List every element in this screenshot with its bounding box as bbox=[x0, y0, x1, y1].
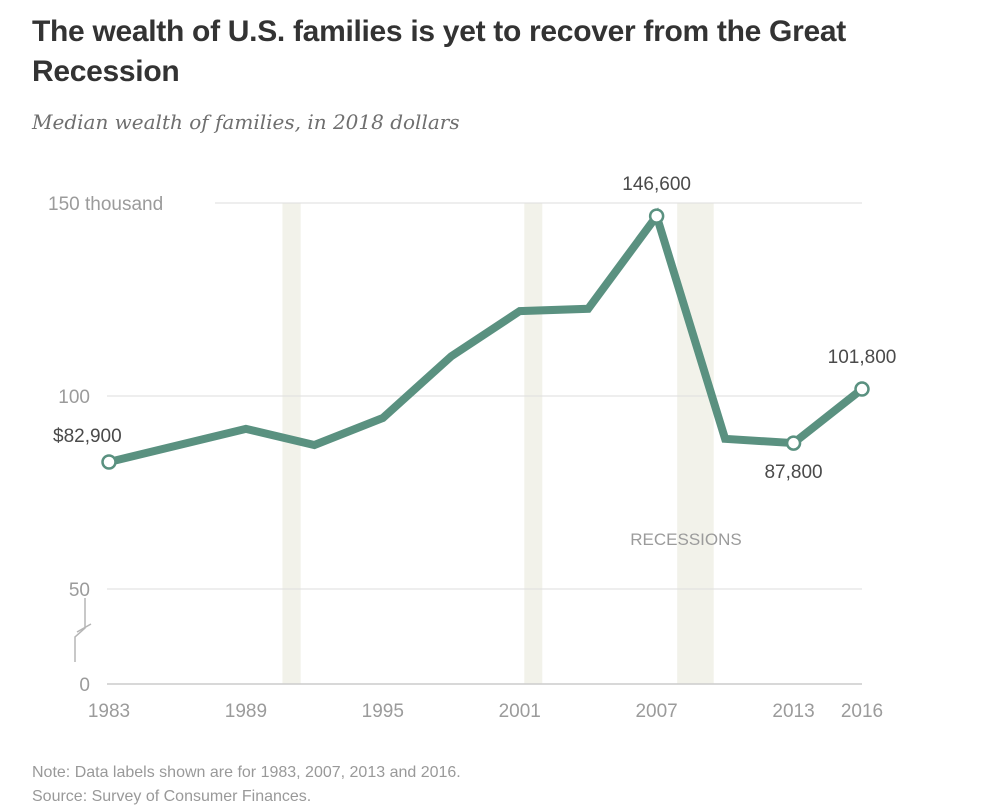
data-point-marker bbox=[785, 435, 802, 451]
data-label: 87,800 bbox=[764, 462, 822, 483]
x-tick-label: 2001 bbox=[499, 701, 541, 722]
data-label: 146,600 bbox=[622, 174, 691, 195]
source-text: Source: Survey of Consumer Finances. bbox=[32, 788, 312, 805]
x-axis-ticks: 1983 1989 1995 2001 2007 2013 2016 bbox=[88, 701, 883, 722]
x-tick-label: 2007 bbox=[635, 701, 677, 722]
x-tick-label: 1983 bbox=[88, 701, 130, 722]
y-axis-ticks: 0 50 100 150 thousand bbox=[48, 194, 163, 696]
recession-band bbox=[677, 203, 714, 684]
data-point-marker bbox=[101, 454, 117, 470]
note-text: Note: Data labels shown are for 1983, 20… bbox=[32, 764, 461, 781]
series-line bbox=[108, 207, 865, 466]
y-tick-label: 50 bbox=[69, 580, 90, 601]
y-tick-label: 100 bbox=[58, 387, 90, 408]
x-tick-label: 2013 bbox=[772, 701, 814, 722]
axis-break-icon bbox=[74, 598, 92, 662]
data-label: 101,800 bbox=[828, 347, 897, 368]
data-label: $82,900 bbox=[53, 426, 122, 447]
data-point-marker bbox=[854, 381, 870, 397]
y-tick-label: 0 bbox=[79, 675, 90, 696]
recession-band bbox=[524, 203, 543, 684]
recessions-label: RECESSIONS bbox=[630, 530, 741, 549]
chart-subtitle: Median wealth of families, in 2018 dolla… bbox=[32, 110, 460, 134]
x-tick-label: 2016 bbox=[841, 701, 883, 722]
x-tick-label: 1995 bbox=[362, 701, 404, 722]
data-point-marker bbox=[648, 208, 665, 224]
gridlines bbox=[107, 202, 862, 685]
chart-footer: Note: Data labels shown are for 1983, 20… bbox=[32, 761, 461, 809]
data-labels: $82,900 146,600 87,800 101,800 bbox=[53, 174, 896, 483]
series-median-wealth bbox=[108, 207, 865, 466]
recession-bands bbox=[282, 203, 714, 684]
data-points bbox=[101, 208, 870, 470]
x-tick-label: 1989 bbox=[225, 701, 267, 722]
y-tick-label: 150 thousand bbox=[48, 194, 163, 215]
chart-title: The wealth of U.S. families is yet to re… bbox=[32, 15, 846, 88]
